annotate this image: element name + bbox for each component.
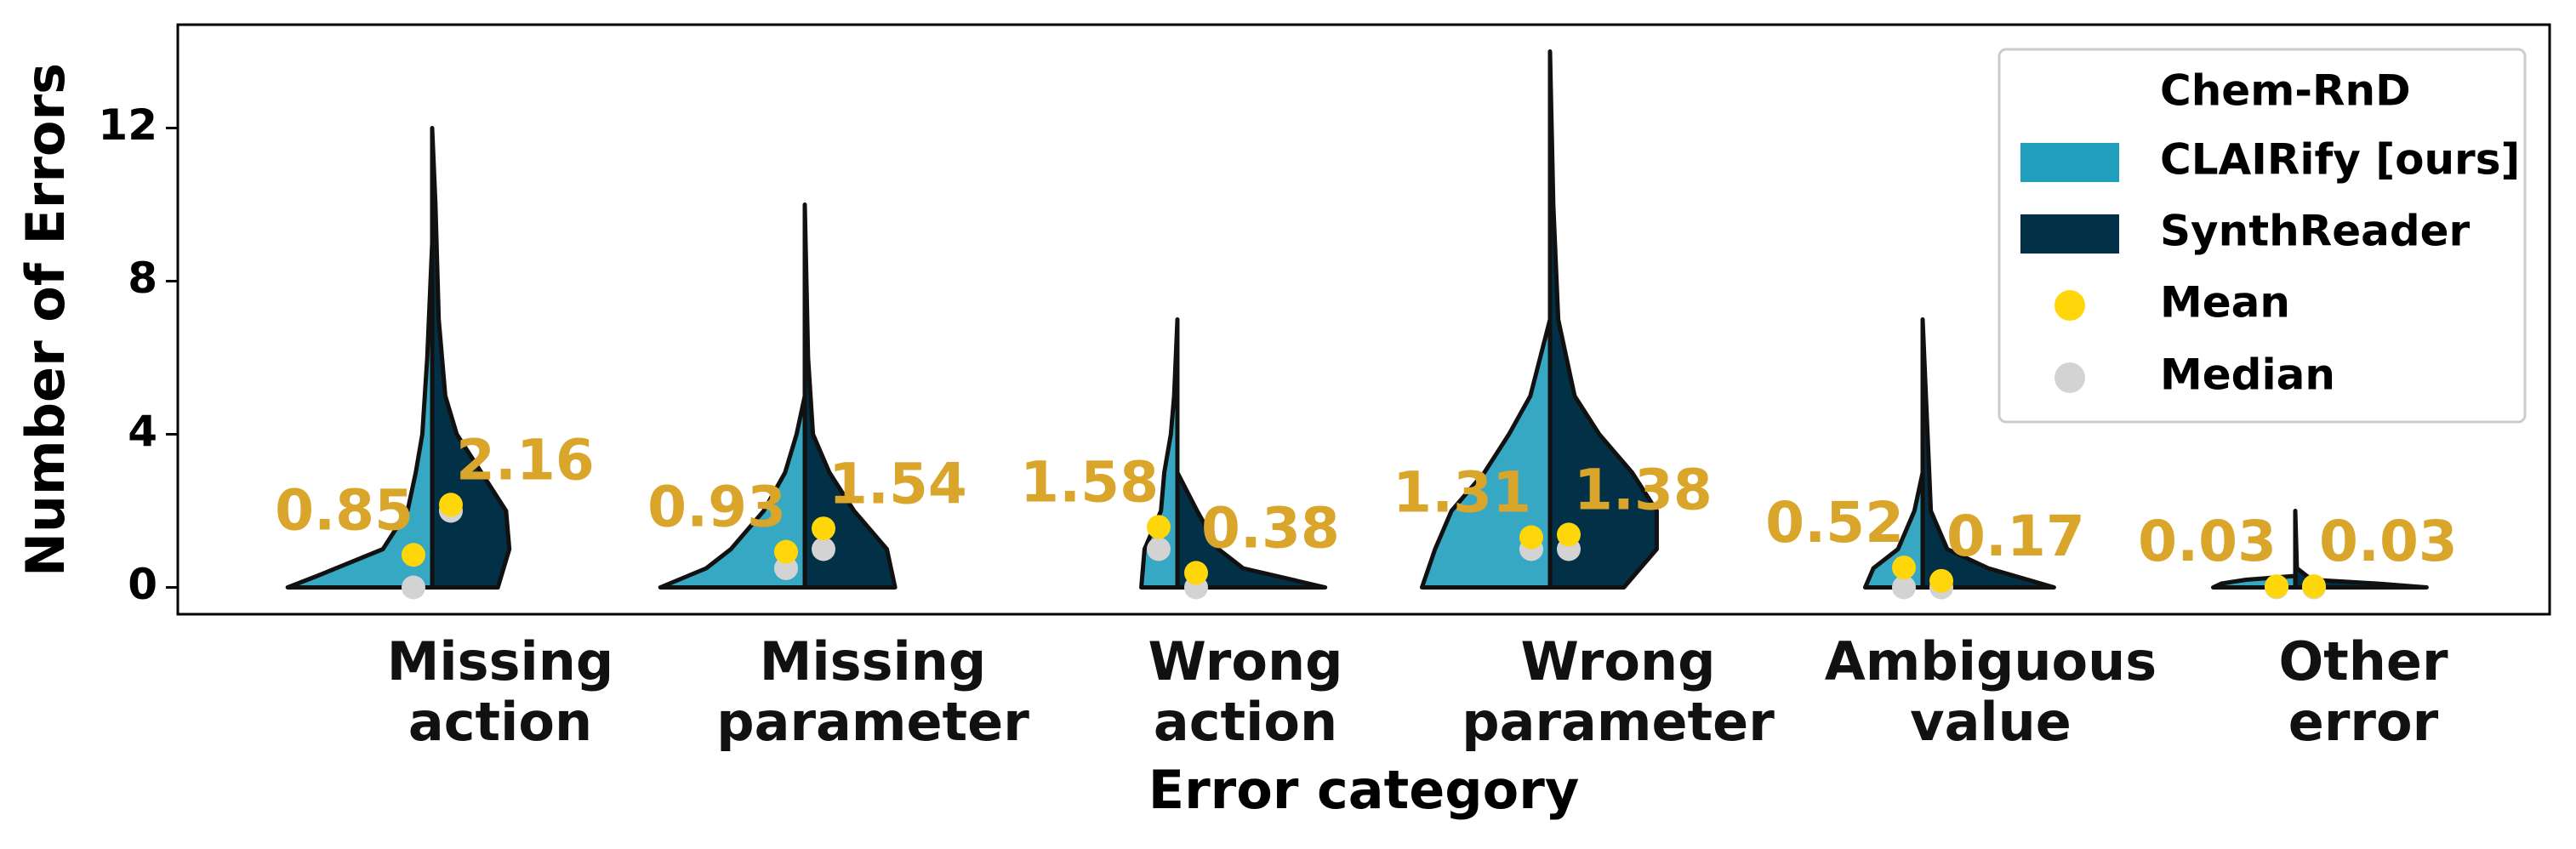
mean-dot: [2302, 574, 2326, 599]
median-dot: [812, 537, 835, 561]
y-axis-label: Number of Errors: [14, 63, 77, 577]
legend-label: Median: [2160, 350, 2335, 400]
violin-half: [658, 394, 807, 590]
y-tick-label: 0: [128, 560, 157, 609]
mean-label: 0.03: [2319, 509, 2458, 574]
mean-dot: [1184, 561, 1208, 585]
mean-label: 0.03: [2138, 509, 2277, 574]
plot-frame: [176, 23, 2551, 616]
x-tick-label: Other error: [2278, 630, 2448, 754]
mean-label: 1.58: [1020, 449, 1159, 515]
legend-marker: [2055, 362, 2085, 393]
x-tick-label: Missing parameter: [716, 630, 1029, 754]
mean-dot: [1892, 556, 1916, 580]
legend-box: [1998, 48, 2527, 424]
mean-dot: [1929, 568, 1953, 593]
mean-dot: [1147, 515, 1171, 539]
median-dot: [1147, 537, 1171, 561]
x-tick-label: Ambiguous value: [1824, 630, 2157, 754]
y-tick-label: 12: [98, 100, 157, 150]
legend-label: CLAIRify [ours]: [2160, 135, 2520, 185]
mean-label: 0.93: [647, 475, 786, 540]
median-dot: [402, 575, 425, 600]
mean-dot: [1519, 525, 1543, 550]
violin-half: [802, 202, 898, 590]
legend-label: Mean: [2160, 278, 2290, 328]
mean-label: 1.38: [1574, 457, 1713, 522]
violin-half: [1920, 317, 2056, 590]
x-axis-label: Error category: [1148, 759, 1580, 821]
x-tick-label: Missing action: [386, 630, 614, 754]
mean-dot: [439, 493, 463, 517]
violin-half: [1547, 49, 1659, 590]
y-tick-label: 8: [128, 254, 157, 303]
legend-marker: [2055, 290, 2085, 321]
mean-label: 1.54: [829, 451, 967, 516]
violin-half: [1419, 317, 1553, 590]
legend-swatch: [2020, 214, 2119, 254]
mean-label: 0.17: [1946, 504, 2085, 569]
mean-dot: [812, 516, 835, 541]
mean-dot: [774, 539, 798, 564]
median-dot: [1892, 575, 1916, 600]
legend-label: SynthReader: [2160, 207, 2471, 256]
x-tick-label: Wrong action: [1148, 630, 1343, 754]
legend-swatch: [2020, 143, 2119, 182]
mean-dot: [402, 543, 425, 567]
x-tick-label: Wrong parameter: [1462, 630, 1775, 754]
violin-half: [1175, 470, 1328, 590]
legend-title: Chem-RnD: [2160, 66, 2411, 116]
y-tick-label: 4: [128, 407, 157, 456]
violin-half: [430, 126, 512, 590]
mean-label: 1.31: [1393, 460, 1531, 526]
mean-label: 0.38: [1201, 495, 1340, 561]
mean-label: 0.52: [1765, 490, 1904, 556]
mean-dot: [2265, 574, 2288, 599]
mean-label: 2.16: [456, 427, 595, 493]
mean-label: 0.85: [275, 477, 413, 543]
mean-dot: [1557, 522, 1581, 547]
legend: Chem-RnD CLAIRify [ours] SynthReader Mean Me…: [1998, 48, 2527, 424]
median-dot: [774, 556, 798, 580]
